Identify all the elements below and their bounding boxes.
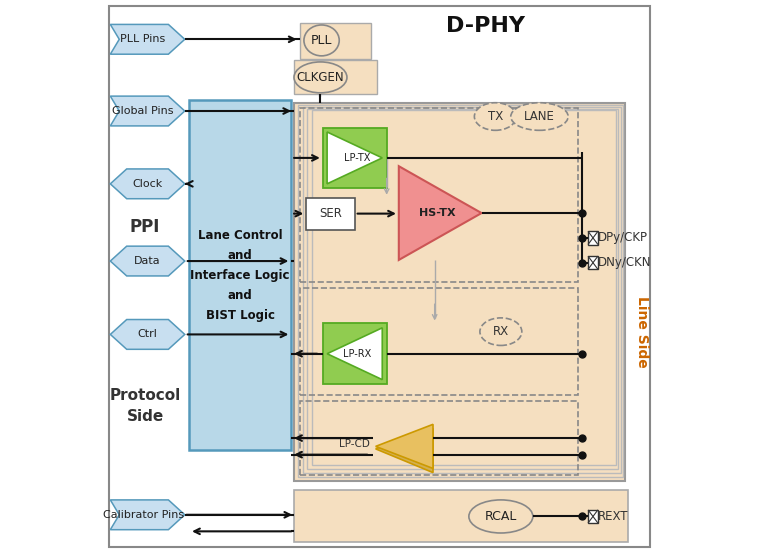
FancyBboxPatch shape [300, 23, 371, 59]
FancyBboxPatch shape [298, 105, 623, 477]
FancyBboxPatch shape [588, 231, 598, 244]
Text: LANE: LANE [524, 110, 555, 123]
Ellipse shape [474, 103, 516, 131]
Ellipse shape [294, 62, 347, 93]
FancyBboxPatch shape [323, 128, 386, 188]
FancyBboxPatch shape [323, 324, 386, 384]
FancyBboxPatch shape [588, 510, 598, 523]
Text: Clock: Clock [132, 179, 162, 189]
Ellipse shape [304, 25, 339, 56]
Text: HS-TX: HS-TX [419, 208, 455, 218]
Text: Global Pins: Global Pins [112, 106, 174, 116]
Text: SER: SER [319, 207, 342, 220]
Polygon shape [110, 96, 184, 126]
Polygon shape [327, 132, 383, 184]
Text: CLKGEN: CLKGEN [297, 71, 345, 84]
Polygon shape [376, 429, 433, 473]
Polygon shape [110, 246, 184, 276]
FancyBboxPatch shape [294, 103, 625, 481]
Polygon shape [110, 320, 184, 349]
FancyBboxPatch shape [294, 60, 376, 95]
Text: Protocol
Side: Protocol Side [109, 388, 181, 424]
FancyBboxPatch shape [306, 197, 354, 229]
Text: LP-RX: LP-RX [343, 349, 372, 359]
Text: RCAL: RCAL [485, 510, 517, 523]
Text: LP-TX: LP-TX [345, 153, 370, 163]
Text: PPI: PPI [130, 218, 160, 236]
FancyBboxPatch shape [588, 256, 598, 269]
Polygon shape [398, 166, 481, 260]
FancyBboxPatch shape [294, 490, 628, 542]
Text: RX: RX [493, 325, 509, 338]
FancyBboxPatch shape [303, 107, 621, 473]
Text: DNy/CKN: DNy/CKN [598, 256, 651, 269]
Ellipse shape [511, 103, 568, 131]
Ellipse shape [469, 500, 533, 533]
Text: Ctrl: Ctrl [137, 330, 157, 340]
Polygon shape [110, 24, 184, 54]
Text: TX: TX [488, 110, 503, 123]
Text: REXT: REXT [598, 510, 628, 523]
Polygon shape [110, 500, 184, 530]
Text: DPy/CKP: DPy/CKP [598, 231, 648, 244]
Text: Calibrator Pins: Calibrator Pins [102, 510, 184, 520]
Text: Line Side: Line Side [635, 296, 648, 368]
FancyBboxPatch shape [189, 100, 291, 450]
FancyBboxPatch shape [307, 108, 619, 469]
FancyBboxPatch shape [312, 111, 616, 465]
Text: D-PHY: D-PHY [446, 15, 524, 35]
Text: PLL: PLL [311, 34, 332, 47]
Polygon shape [376, 424, 433, 468]
Text: LP-CD: LP-CD [339, 439, 370, 448]
Polygon shape [327, 328, 383, 380]
Text: Lane Control
and
Interface Logic
and
BIST Logic: Lane Control and Interface Logic and BIS… [191, 228, 290, 322]
Text: PLL Pins: PLL Pins [121, 34, 165, 44]
FancyBboxPatch shape [109, 6, 650, 547]
Text: Data: Data [134, 256, 161, 266]
Polygon shape [110, 169, 184, 199]
